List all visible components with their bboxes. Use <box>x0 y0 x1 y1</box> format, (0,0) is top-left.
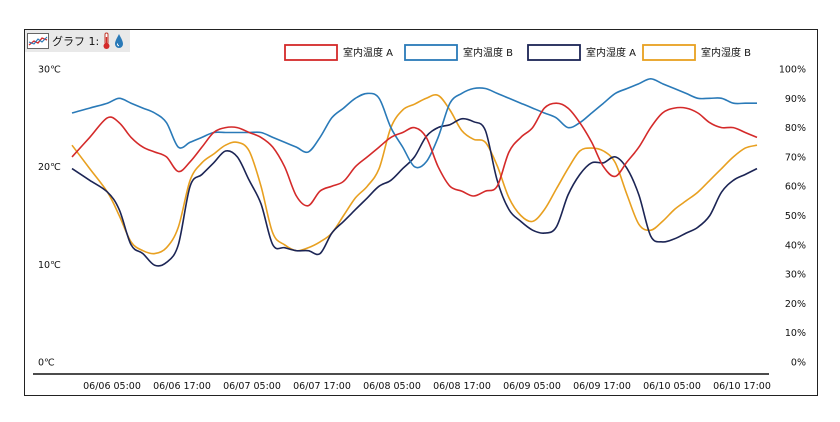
legend-swatch <box>284 44 338 61</box>
legend-swatch <box>527 44 581 61</box>
y-right-tick-label: 100% <box>779 65 806 76</box>
y-right-tick-label: 50% <box>785 211 806 222</box>
x-tick-label: 06/09 17:00 <box>573 381 631 392</box>
y-right-tick-label: 60% <box>785 182 806 193</box>
x-tick-label: 06/10 05:00 <box>643 381 701 392</box>
y-left-tick-label: 30℃ <box>38 65 61 76</box>
legend-swatch <box>404 44 458 61</box>
y-left-tick-label: 20℃ <box>38 162 61 173</box>
thermometer-icon <box>103 32 110 49</box>
y-right-tick-label: 80% <box>785 123 806 134</box>
x-axis: 06/06 05:00 06/06 17:00 06/07 05:00 06/07 1… <box>83 381 771 392</box>
line-chart-icon <box>27 33 49 49</box>
x-tick-label: 06/08 05:00 <box>363 381 421 392</box>
legend-label: 室内温度 B <box>463 46 513 59</box>
y-right-tick-label: 20% <box>785 299 806 310</box>
y-axis-right: 0% 10% 20% 30% 40% 50% 60% 70% 80% 90% 100% <box>779 65 806 369</box>
series-line-1 <box>71 102 758 207</box>
water-drop-icon <box>115 34 124 48</box>
chart-title-tab[interactable]: グラフ 1: <box>25 30 131 52</box>
y-left-tick-label: 0℃ <box>38 358 55 369</box>
y-axis-left: 0℃ 10℃ 20℃ 30℃ <box>38 65 61 369</box>
x-tick-label: 06/10 17:00 <box>713 381 771 392</box>
legend-label: 室内湿度 A <box>586 46 636 59</box>
y-right-tick-label: 40% <box>785 240 806 251</box>
y-left-tick-label: 10℃ <box>38 260 61 271</box>
legend-label: 室内湿度 B <box>701 46 751 59</box>
y-right-tick-label: 70% <box>785 152 806 163</box>
legend-label: 室内温度 A <box>343 46 393 59</box>
series-line-4 <box>71 93 758 255</box>
chart-window <box>24 29 818 396</box>
x-tick-label: 06/06 05:00 <box>83 381 141 392</box>
legend: 室内温度 A 室内温度 B 室内湿度 A 室内湿度 B <box>284 44 751 61</box>
x-tick-label: 06/08 17:00 <box>433 381 491 392</box>
y-right-tick-label: 0% <box>791 358 806 369</box>
x-tick-label: 06/07 17:00 <box>293 381 351 392</box>
x-tick-label: 06/07 05:00 <box>223 381 281 392</box>
y-right-tick-label: 90% <box>785 94 806 105</box>
x-tick-label: 06/06 17:00 <box>153 381 211 392</box>
y-right-tick-label: 30% <box>785 270 806 281</box>
series-lines <box>71 78 758 267</box>
series-line-2 <box>71 78 757 169</box>
chart-title: グラフ 1: <box>52 35 100 48</box>
y-right-tick-label: 10% <box>785 328 806 339</box>
series-line-3 <box>71 117 758 267</box>
x-tick-label: 06/09 05:00 <box>503 381 561 392</box>
legend-swatch <box>642 44 696 61</box>
